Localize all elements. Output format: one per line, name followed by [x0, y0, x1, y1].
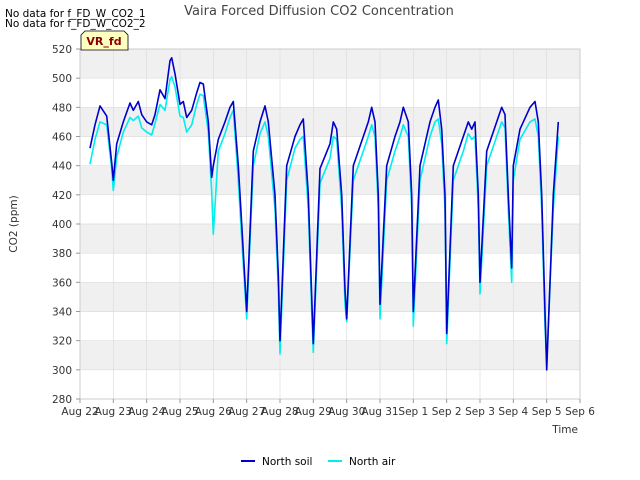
- x-tick-label: Sep 4: [498, 406, 528, 418]
- plot-band: [80, 224, 580, 254]
- x-tick-label: Aug 25: [161, 406, 198, 418]
- no-data-note-1: No data for f_FD_W_CO2_1: [5, 8, 146, 20]
- no-data-note-2: No data for f_FD_W_CO2_2: [5, 18, 146, 30]
- y-axis: 280 300 320 340 360 380 400 420 440 460 480 500 520: [52, 44, 80, 406]
- plot-bands: [80, 49, 580, 370]
- x-tick-label: Aug 27: [228, 406, 265, 418]
- legend-label-north-soil: North soil: [262, 456, 312, 468]
- x-tick-label: Sep 2: [432, 406, 462, 418]
- plot-band: [80, 340, 580, 370]
- grid-lines: [79, 48, 581, 400]
- y-tick-label: 340: [52, 307, 72, 319]
- x-tick-label: Sep 3: [465, 406, 495, 418]
- plot-band: [80, 49, 580, 79]
- x-tick-label: Aug 23: [95, 406, 132, 418]
- series-lines: [89, 56, 560, 371]
- x-tick-label: Sep 5: [532, 406, 562, 418]
- series-line-north-soil: [89, 56, 560, 371]
- y-tick-label: 480: [52, 102, 72, 114]
- chart-title: Vaira Forced Diffusion CO2 Concentration: [184, 4, 454, 19]
- legend: North soil North air: [241, 456, 396, 468]
- x-tick-label: Sep 1: [398, 406, 428, 418]
- x-tick-label: Aug 22: [61, 406, 98, 418]
- x-tick-label: Aug 28: [261, 406, 298, 418]
- legend-label-north-air: North air: [349, 456, 396, 468]
- x-tick-label: Aug 24: [128, 406, 166, 418]
- y-tick-label: 400: [52, 219, 72, 231]
- plot-band: [80, 165, 580, 195]
- badge-label: VR_fd: [86, 35, 121, 48]
- badge: VR_fd: [80, 30, 129, 51]
- x-tick-label: Aug 26: [195, 406, 233, 418]
- x-tick-label: Sep 6: [565, 406, 595, 418]
- x-tick-label: Aug 31: [361, 406, 398, 418]
- y-axis-label: CO2 (ppm): [8, 195, 20, 252]
- y-tick-label: 300: [52, 365, 72, 377]
- y-tick-label: 520: [52, 44, 72, 56]
- y-tick-label: 440: [52, 161, 72, 173]
- x-tick-label: Aug 30: [328, 406, 365, 418]
- y-tick-label: 320: [52, 336, 72, 348]
- y-tick-label: 280: [52, 394, 72, 406]
- y-tick-label: 360: [52, 277, 72, 289]
- y-tick-label: 420: [52, 190, 72, 202]
- y-tick-label: 460: [52, 132, 72, 144]
- badge-shape: [80, 30, 129, 51]
- y-tick-label: 380: [52, 248, 72, 260]
- y-tick-label: 500: [52, 73, 72, 85]
- x-tick-label: Aug 29: [295, 406, 332, 418]
- x-axis-label: Time: [551, 424, 578, 436]
- plot-band: [80, 282, 580, 312]
